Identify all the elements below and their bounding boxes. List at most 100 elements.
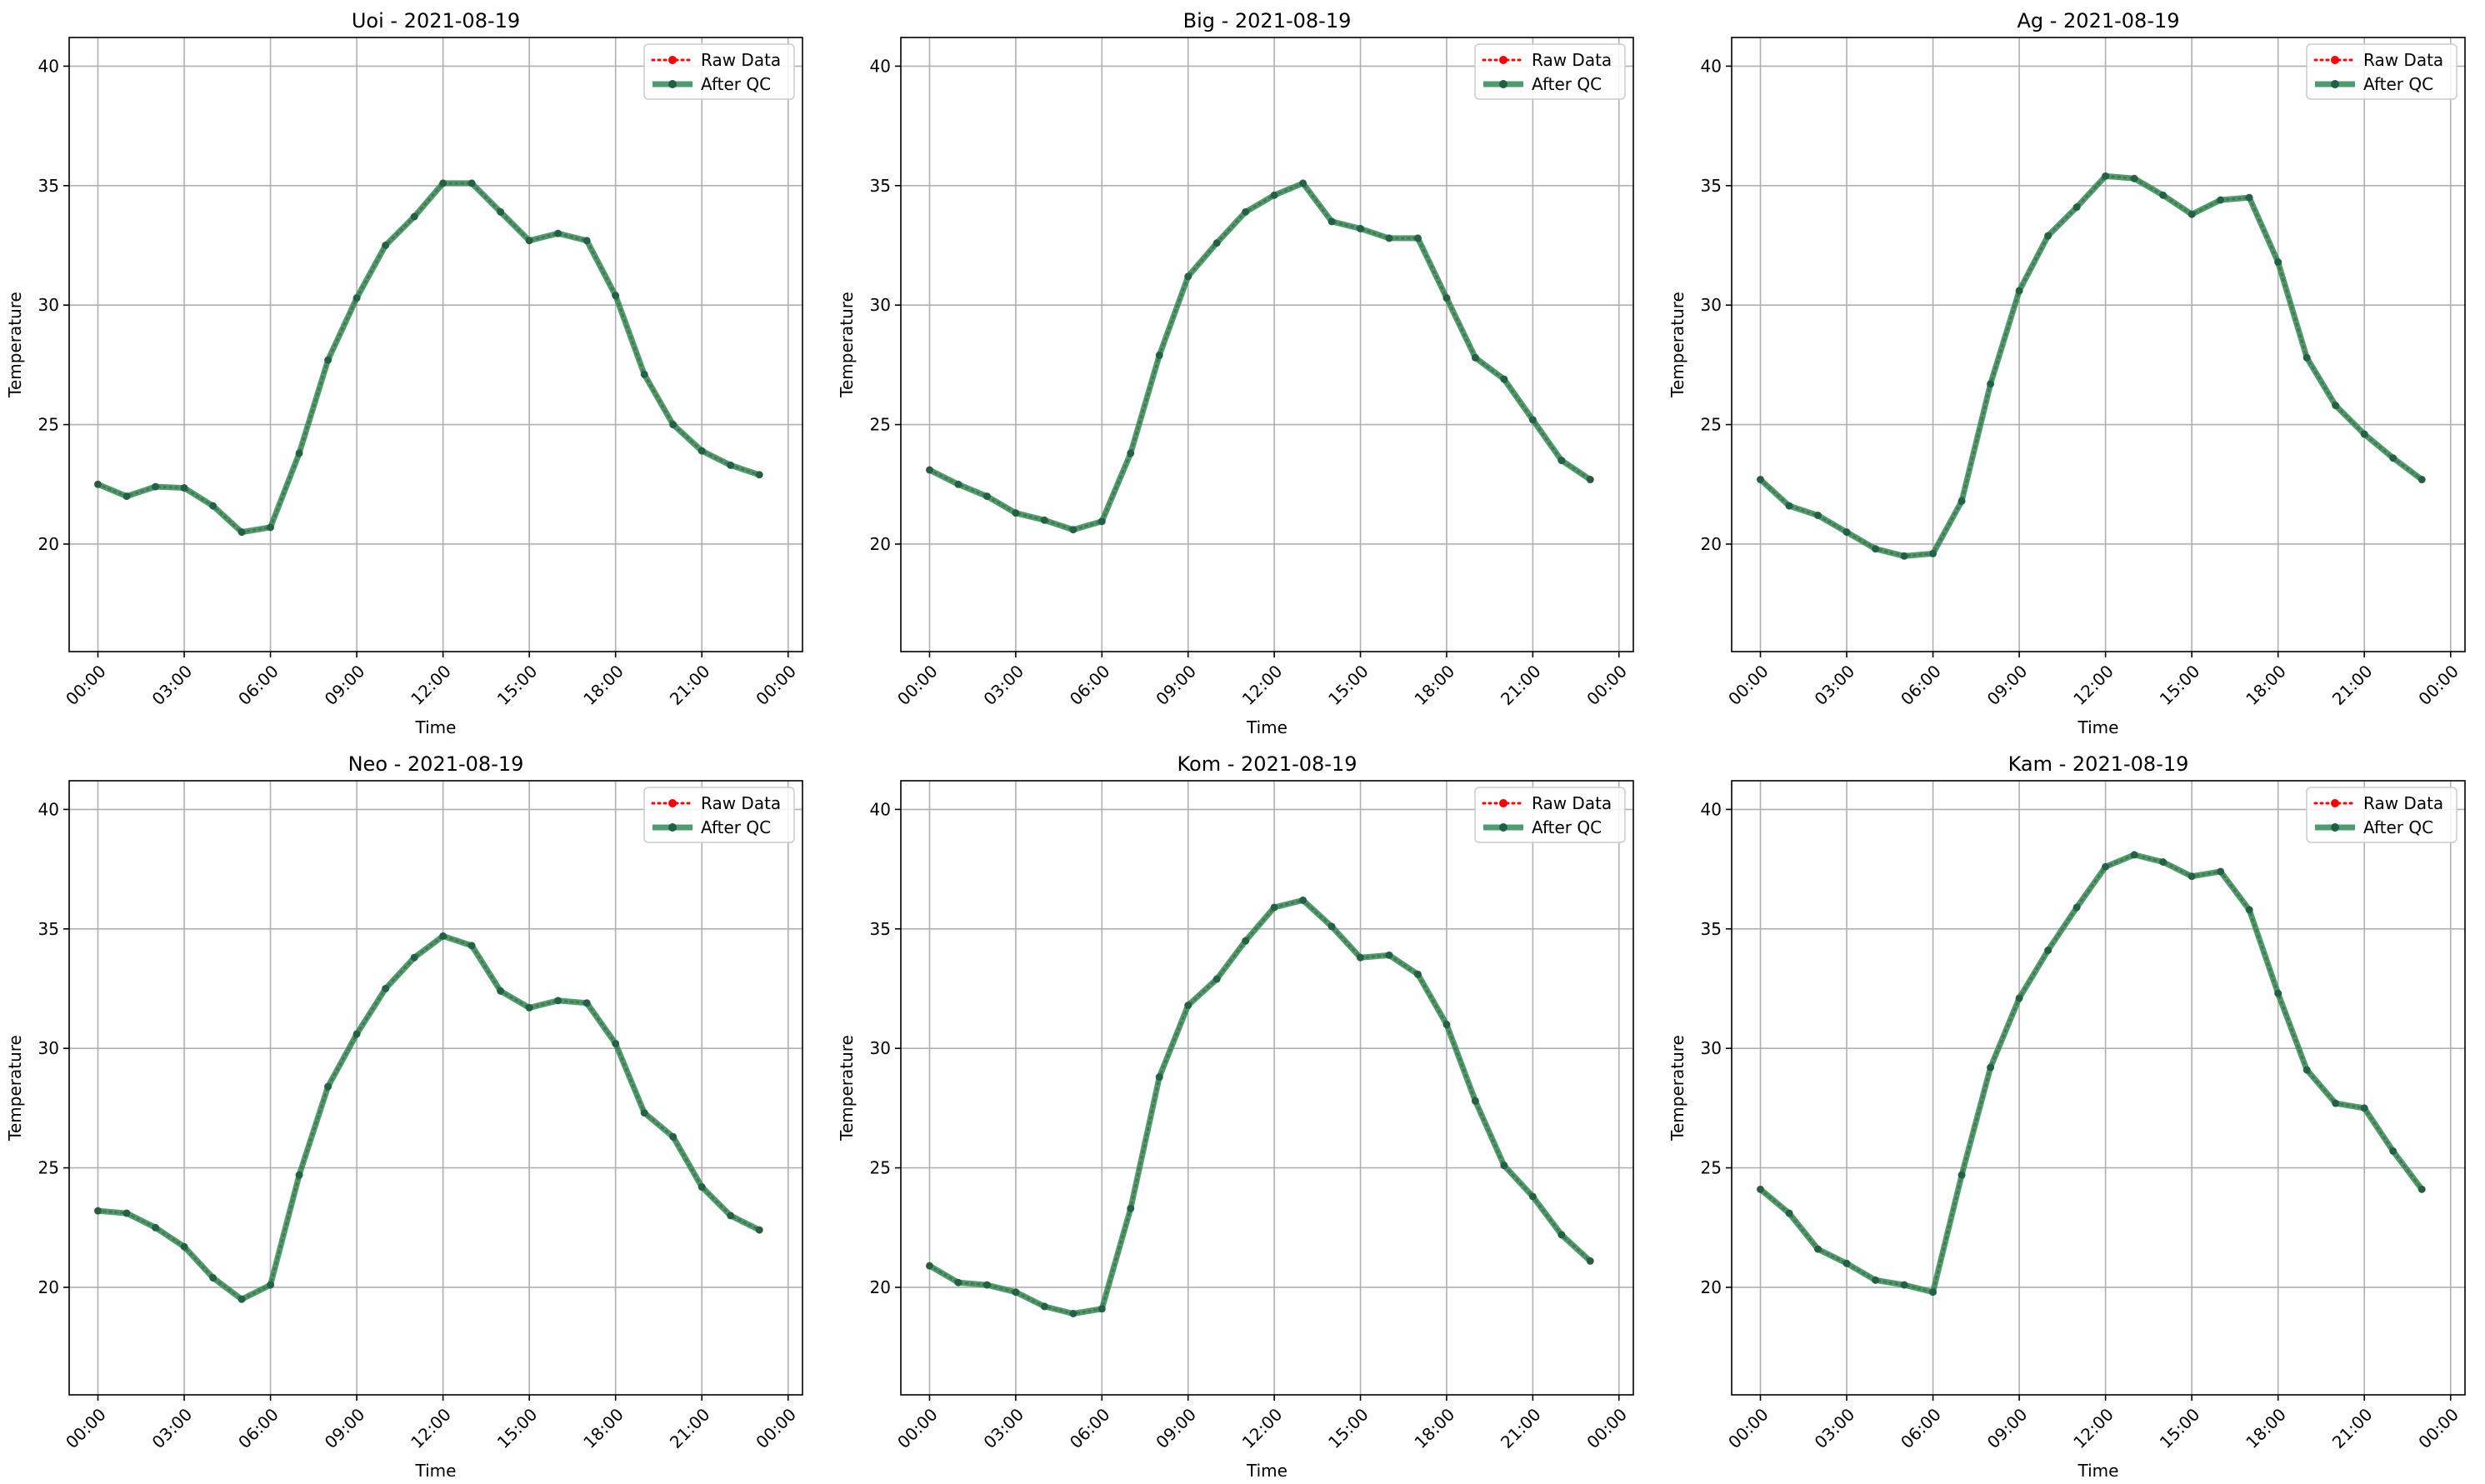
- y-tick-label: 20: [38, 534, 59, 554]
- data-point-after-qc: [382, 241, 390, 249]
- data-point-after-qc: [525, 237, 533, 245]
- data-point-after-qc: [1814, 1245, 1822, 1253]
- y-tick-label: 30: [38, 295, 59, 315]
- y-axis-label: Temperature: [1668, 1035, 1688, 1142]
- data-point-after-qc: [209, 1273, 218, 1282]
- legend-marker-after-qc: [2331, 80, 2339, 88]
- data-point-after-qc: [94, 1207, 102, 1215]
- series-line-raw-data: [1759, 174, 2423, 557]
- x-tick-label: 09:00: [1152, 661, 1200, 709]
- x-tick-label: 15:00: [1324, 661, 1372, 709]
- legend: Raw Data After QC: [643, 787, 795, 843]
- data-point-after-qc: [2274, 989, 2282, 997]
- data-point-after-qc: [1413, 970, 1422, 978]
- x-tick-label: 06:00: [1066, 661, 1114, 709]
- data-point-after-qc: [2245, 193, 2253, 202]
- data-point-after-qc: [1500, 375, 1508, 383]
- data-point-after-qc: [1184, 1002, 1192, 1010]
- x-tick-label: 00:00: [893, 661, 942, 709]
- x-tick-label: 18:00: [1410, 1404, 1458, 1452]
- data-point-after-qc: [497, 987, 505, 995]
- x-axis-label: Time: [2078, 1461, 2119, 1481]
- data-point-after-qc: [1270, 903, 1278, 912]
- data-point-after-qc: [2072, 203, 2081, 212]
- x-tick-label: 03:00: [979, 661, 1028, 709]
- y-tick-label: 35: [1701, 919, 1722, 939]
- data-point-after-qc: [1442, 1021, 1451, 1029]
- data-point-after-qc: [1242, 207, 1250, 216]
- data-point-after-qc: [122, 492, 131, 501]
- y-tick-label: 40: [38, 799, 59, 819]
- data-point-after-qc: [1558, 1231, 1566, 1239]
- legend-marker-raw-data: [1499, 799, 1508, 807]
- data-point-after-qc: [209, 502, 218, 510]
- data-point-after-qc: [1357, 953, 1365, 962]
- series-line-after-qc: [928, 180, 1592, 533]
- y-tick-label: 20: [38, 1277, 59, 1297]
- series-line-after-qc: [928, 897, 1592, 1317]
- data-point-after-qc: [1012, 1288, 1020, 1297]
- data-point-after-qc: [2159, 858, 2168, 867]
- y-tick-label: 30: [1701, 1038, 1722, 1058]
- legend-marker-after-qc: [1499, 823, 1508, 832]
- y-tick-label: 40: [1701, 799, 1722, 819]
- x-tick-label: 18:00: [579, 661, 628, 709]
- data-point-after-qc: [410, 212, 418, 221]
- y-tick-label: 20: [870, 1277, 891, 1297]
- legend-label-after-qc: After QC: [701, 74, 771, 94]
- axes-frame: [900, 37, 1634, 652]
- data-point-after-qc: [152, 482, 160, 491]
- data-point-after-qc: [439, 179, 448, 187]
- x-tick-label: 00:00: [752, 1404, 800, 1452]
- data-point-after-qc: [1069, 1309, 1078, 1317]
- data-point-after-qc: [2044, 947, 2052, 955]
- x-tick-label: 12:00: [2069, 1404, 2118, 1452]
- y-tick-label: 40: [38, 56, 59, 76]
- data-point-after-qc: [267, 523, 275, 532]
- series-line-raw-data: [97, 934, 761, 1302]
- data-point-after-qc: [698, 1183, 706, 1192]
- series-line-after-qc: [98, 932, 761, 1302]
- legend-marker-after-qc: [1499, 80, 1508, 88]
- y-tick-label: 20: [1701, 1277, 1722, 1297]
- data-point-after-qc: [612, 292, 620, 300]
- axes-frame: [68, 37, 803, 652]
- legend-label-after-qc: After QC: [2363, 817, 2433, 837]
- data-point-after-qc: [1242, 937, 1250, 945]
- chart-title: Kom - 2021-08-19: [1178, 752, 1358, 776]
- y-tick-label: 25: [1701, 415, 1722, 435]
- data-point-after-qc: [1872, 1276, 1880, 1284]
- legend-marker-after-qc: [2331, 823, 2339, 832]
- y-axis-label: Temperature: [5, 292, 25, 398]
- data-point-after-qc: [238, 1295, 246, 1303]
- data-point-after-qc: [2130, 851, 2138, 859]
- x-tick-label: 09:00: [1983, 1404, 2032, 1452]
- legend-marker-raw-data: [2331, 799, 2339, 807]
- data-point-after-qc: [1127, 1204, 1135, 1212]
- x-tick-label: 15:00: [2156, 1404, 2204, 1452]
- data-point-after-qc: [2044, 232, 2052, 240]
- x-tick-label: 21:00: [666, 1404, 714, 1452]
- y-tick-label: 40: [870, 799, 891, 819]
- data-point-after-qc: [2102, 172, 2110, 180]
- y-tick-label: 25: [1701, 1158, 1722, 1178]
- data-point-after-qc: [468, 942, 476, 950]
- y-axis-label: Temperature: [837, 1035, 857, 1142]
- x-tick-label: 12:00: [2069, 661, 2118, 709]
- legend-label-raw-data: Raw Data: [1532, 793, 1612, 813]
- x-tick-label: 00:00: [2414, 661, 2462, 709]
- data-point-after-qc: [352, 294, 361, 302]
- data-point-after-qc: [1785, 1209, 1793, 1217]
- legend-label-after-qc: After QC: [1532, 74, 1602, 94]
- x-axis-label: Time: [1246, 717, 1288, 737]
- data-point-after-qc: [2332, 402, 2340, 410]
- data-point-after-qc: [1757, 1185, 1765, 1193]
- series-line-raw-data: [928, 182, 1592, 532]
- data-point-after-qc: [925, 1262, 933, 1270]
- x-tick-label: 06:00: [234, 661, 282, 709]
- x-tick-label: 06:00: [1897, 661, 1945, 709]
- data-point-after-qc: [554, 229, 562, 237]
- y-tick-label: 30: [870, 1038, 891, 1058]
- data-point-after-qc: [982, 492, 991, 501]
- data-point-after-qc: [1757, 476, 1765, 484]
